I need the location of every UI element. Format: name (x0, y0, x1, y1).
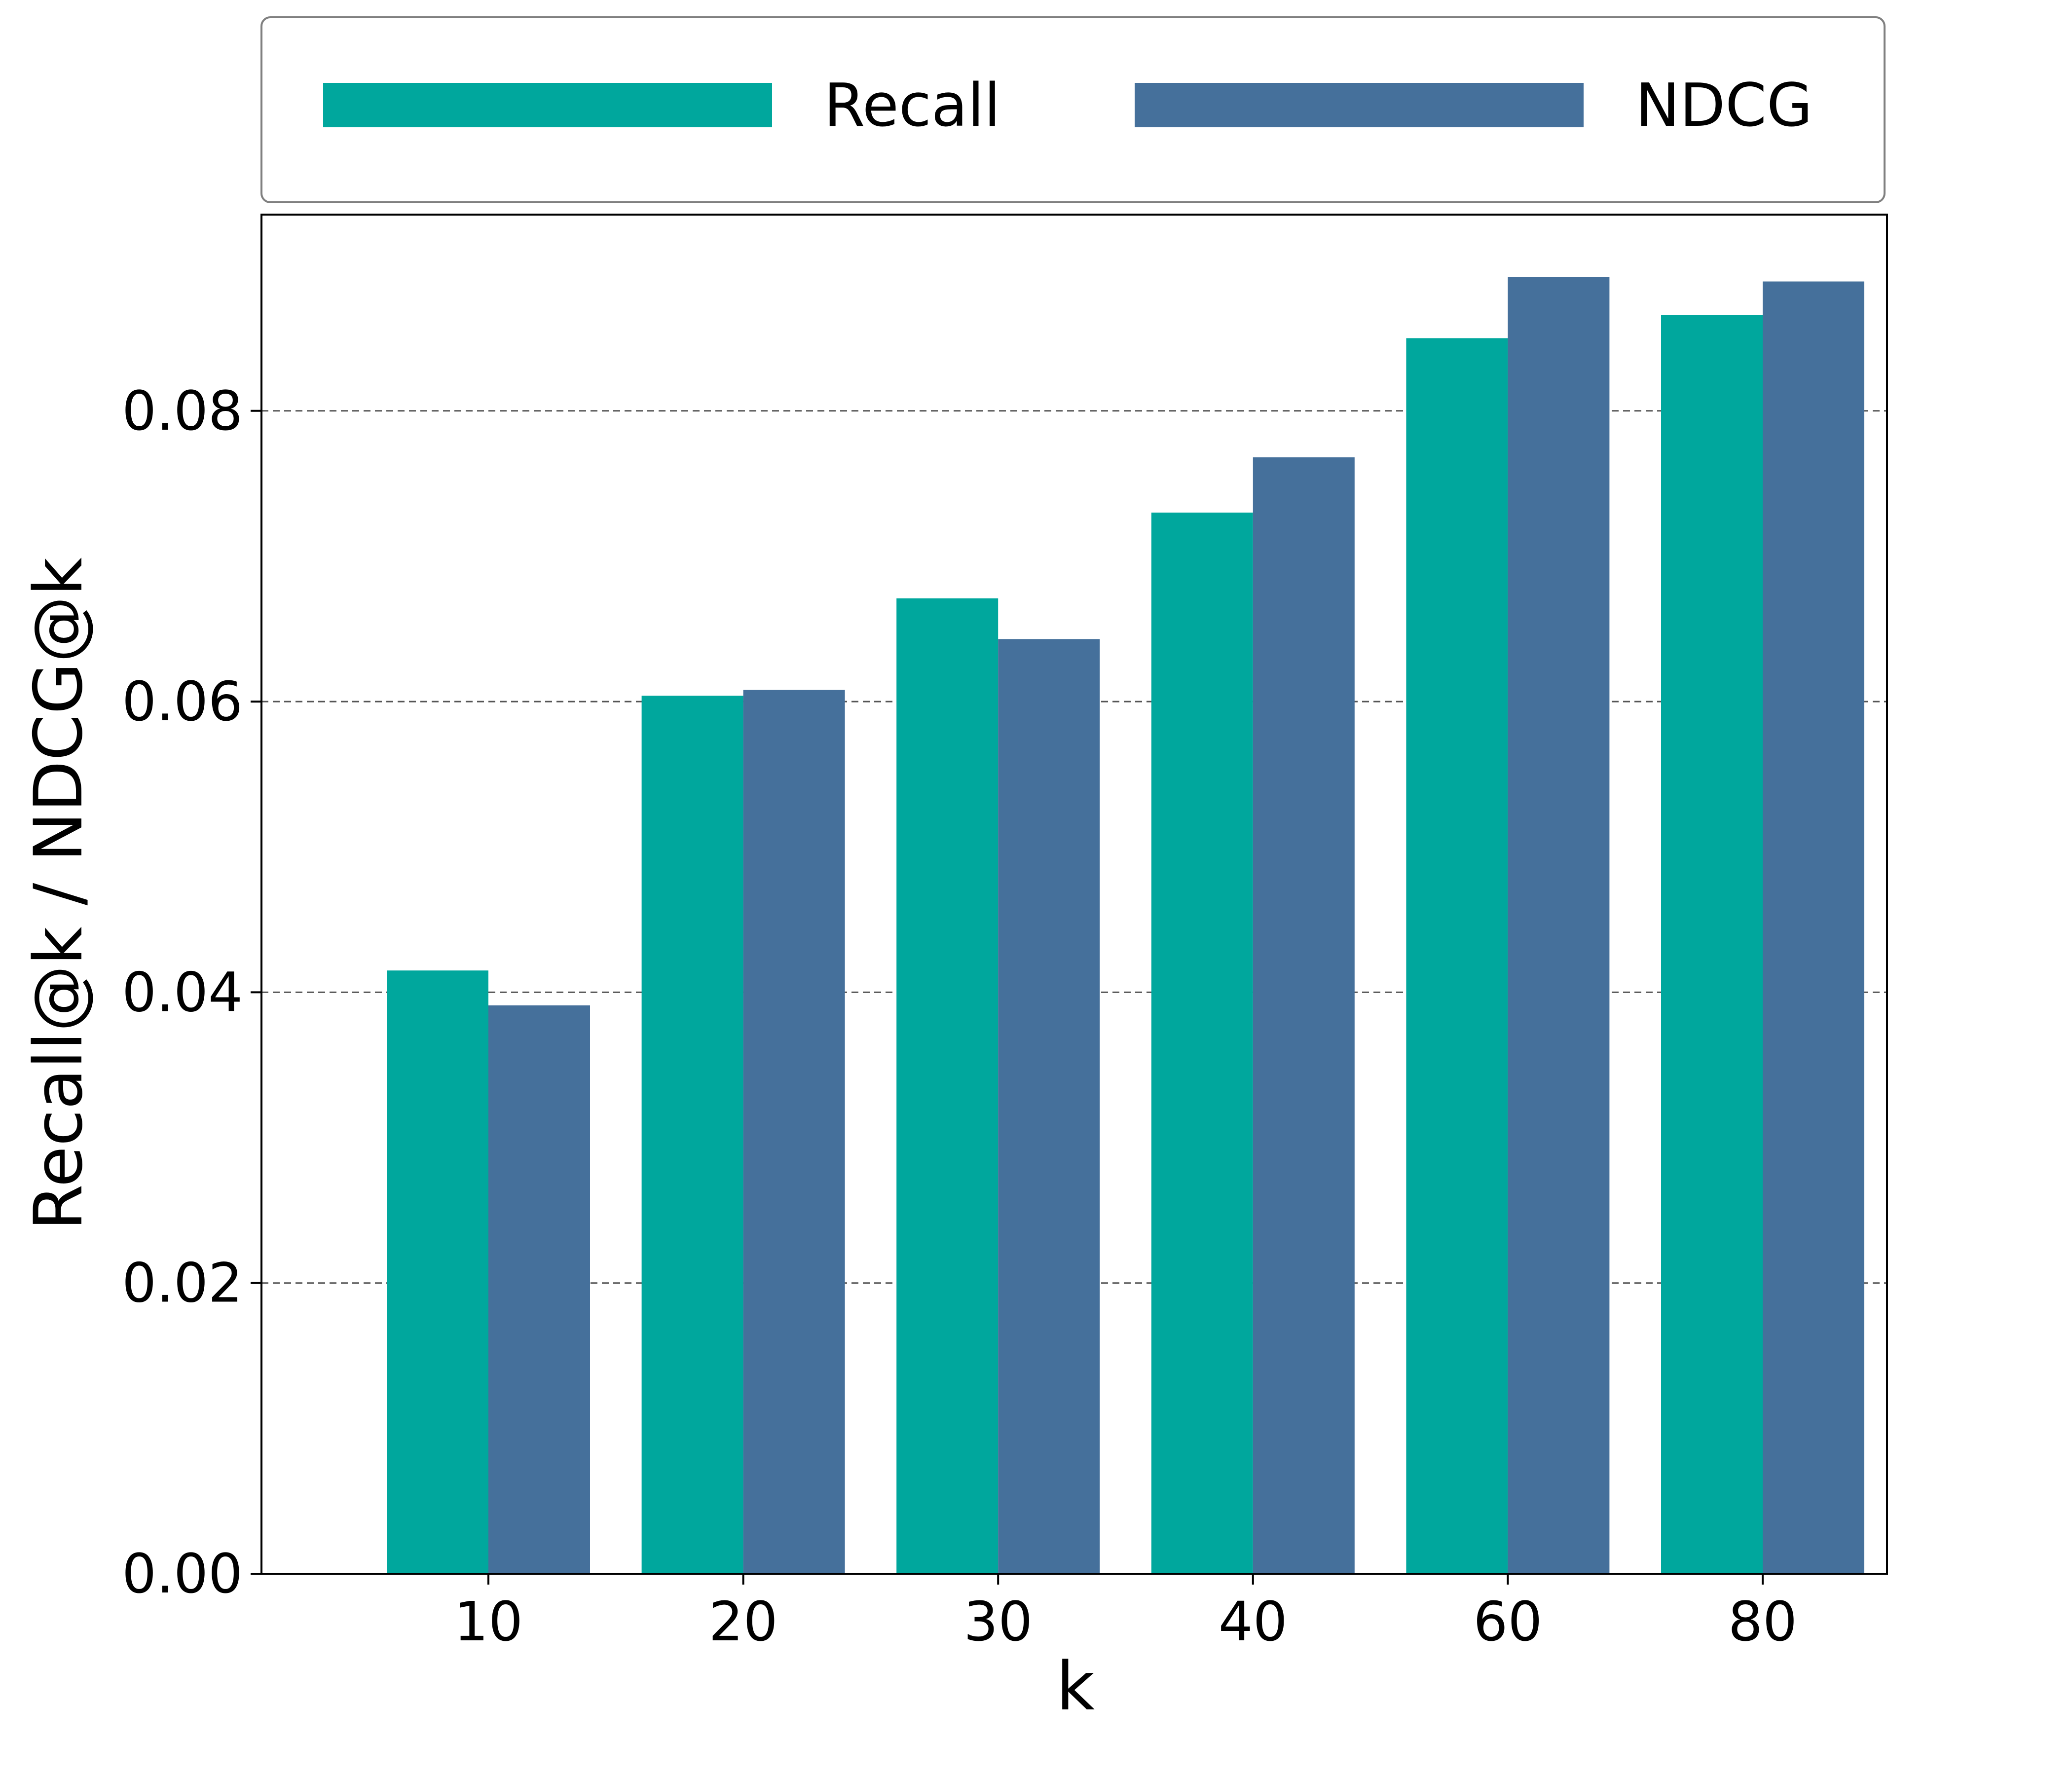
legend-swatch-ndcg (1135, 83, 1584, 127)
plot-frame (260, 214, 1888, 1575)
bar-recall-60 (1406, 338, 1508, 1574)
y-tick-label: 0.04 (122, 961, 243, 1024)
legend-label-recall: Recall (824, 72, 1000, 140)
legend: Recall NDCG (260, 16, 1886, 203)
bar-ndcg-60 (1508, 277, 1610, 1574)
y-tick-label: 0.02 (122, 1252, 243, 1315)
bar-ndcg-10 (488, 1005, 590, 1574)
bar-recall-80 (1661, 315, 1763, 1574)
legend-label-ndcg: NDCG (1635, 72, 1813, 140)
y-tick-label: 0.06 (122, 670, 243, 733)
x-tick-label: 10 (454, 1590, 523, 1653)
y-axis-ticks: 0.00 0.02 0.04 0.06 0.08 (122, 379, 261, 1605)
y-axis-title: Recall@k / NDCG@k (20, 557, 97, 1230)
bar-recall-30 (896, 598, 999, 1574)
x-tick-label: 60 (1473, 1590, 1542, 1653)
bar-ndcg-30 (998, 639, 1100, 1574)
bar-ndcg-40 (1253, 457, 1355, 1574)
x-tick-label: 80 (1728, 1590, 1797, 1653)
x-tick-label: 20 (709, 1590, 778, 1653)
y-tick-label: 0.00 (122, 1542, 243, 1605)
x-tick-label: 40 (1219, 1590, 1288, 1653)
x-axis-ticks: 10 20 30 40 60 80 (454, 1574, 1797, 1653)
bar-recall-20 (641, 696, 743, 1574)
bars (387, 277, 1864, 1574)
x-tick-label: 30 (963, 1590, 1033, 1653)
legend-swatch-recall (323, 83, 772, 127)
bar-ndcg-80 (1763, 281, 1864, 1574)
legend-frame (260, 16, 1886, 203)
bar-ndcg-20 (743, 690, 845, 1574)
y-tick-label: 0.08 (122, 379, 243, 443)
bar-recall-10 (387, 970, 488, 1574)
bar-recall-40 (1151, 513, 1253, 1574)
x-axis-title: k (1056, 1648, 1095, 1725)
